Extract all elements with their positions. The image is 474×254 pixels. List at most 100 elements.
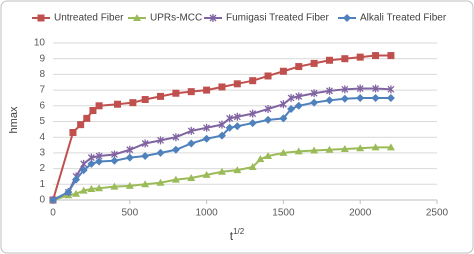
- marker: [371, 93, 380, 102]
- marker: [187, 126, 195, 135]
- marker: [172, 133, 180, 142]
- marker: [218, 120, 226, 129]
- marker: [341, 85, 349, 94]
- marker: [187, 88, 195, 96]
- marker: [325, 56, 333, 64]
- marker: [69, 128, 77, 136]
- marker: [340, 94, 349, 103]
- marker: [141, 139, 149, 148]
- marker: [356, 93, 365, 102]
- legend-marker: [343, 14, 351, 22]
- legend-label: Alkali Treated Fiber: [360, 13, 447, 24]
- x-tick-label: 2500: [426, 208, 449, 219]
- marker: [372, 52, 380, 60]
- marker: [264, 104, 272, 113]
- marker: [356, 144, 365, 152]
- marker: [310, 89, 318, 98]
- marker: [83, 114, 91, 122]
- marker: [110, 182, 119, 190]
- marker: [233, 112, 241, 121]
- legend-label: UPRs-MCC: [150, 13, 202, 24]
- marker: [325, 96, 334, 105]
- marker: [386, 143, 395, 151]
- marker: [294, 101, 303, 110]
- marker: [187, 139, 196, 148]
- legend-marker: [37, 14, 45, 22]
- marker: [49, 196, 57, 204]
- marker: [95, 184, 104, 192]
- marker: [171, 145, 180, 154]
- marker: [372, 84, 380, 93]
- marker: [264, 72, 272, 80]
- marker: [264, 152, 273, 160]
- x-label-base: t: [230, 229, 234, 243]
- marker: [249, 109, 257, 118]
- marker: [310, 59, 318, 67]
- x-tick-label: 0: [50, 208, 56, 219]
- marker: [387, 85, 395, 94]
- marker: [87, 159, 96, 168]
- marker: [126, 145, 134, 154]
- marker: [340, 144, 349, 152]
- marker: [387, 52, 395, 60]
- y-tick-label: 6: [39, 100, 45, 111]
- marker: [287, 93, 295, 102]
- marker: [279, 100, 287, 109]
- legend-label: Untreated Fiber: [54, 13, 124, 24]
- marker: [249, 77, 257, 85]
- marker: [256, 155, 265, 163]
- marker: [226, 114, 234, 123]
- marker: [157, 136, 164, 145]
- marker: [371, 143, 380, 151]
- marker: [279, 114, 288, 123]
- marker: [141, 152, 150, 161]
- y-axis-label: hmax: [8, 106, 20, 133]
- legend-label: Fumigasi Treated Fiber: [226, 13, 329, 24]
- marker: [295, 63, 303, 71]
- y-tick-label: 7: [39, 85, 45, 96]
- y-tick-label: 9: [39, 53, 45, 64]
- marker: [279, 67, 287, 75]
- marker: [77, 121, 85, 129]
- marker: [386, 93, 395, 102]
- marker: [217, 131, 226, 140]
- marker: [95, 157, 104, 166]
- marker: [125, 181, 134, 189]
- x-label-superscript: 1/2: [233, 227, 245, 236]
- marker: [279, 148, 288, 156]
- y-tick-label: 8: [39, 69, 45, 80]
- y-tick-label: 3: [39, 148, 45, 159]
- marker: [356, 53, 364, 61]
- marker: [294, 147, 303, 155]
- y-tick-label: 2: [39, 163, 45, 174]
- marker: [187, 174, 196, 182]
- x-tick-label: 1000: [195, 208, 218, 219]
- legend-marker: [133, 14, 141, 21]
- marker: [325, 145, 334, 153]
- marker: [157, 92, 165, 100]
- marker: [248, 119, 257, 128]
- y-tick-label: 10: [34, 38, 46, 49]
- marker: [233, 166, 242, 174]
- marker: [125, 153, 134, 162]
- legend-marker: [209, 14, 217, 22]
- marker: [203, 123, 211, 132]
- marker: [156, 148, 165, 157]
- marker: [171, 175, 180, 183]
- y-tick-label: 5: [39, 116, 45, 127]
- marker: [233, 122, 242, 131]
- marker: [233, 80, 241, 88]
- marker: [79, 166, 88, 175]
- marker: [295, 92, 303, 101]
- marker: [248, 163, 257, 171]
- y-tick-label: 4: [39, 132, 45, 143]
- marker: [310, 146, 319, 154]
- marker: [326, 86, 333, 95]
- marker: [356, 84, 364, 93]
- marker: [141, 180, 150, 188]
- marker: [225, 123, 234, 132]
- marker: [89, 107, 97, 115]
- marker: [310, 98, 319, 107]
- marker: [172, 89, 180, 97]
